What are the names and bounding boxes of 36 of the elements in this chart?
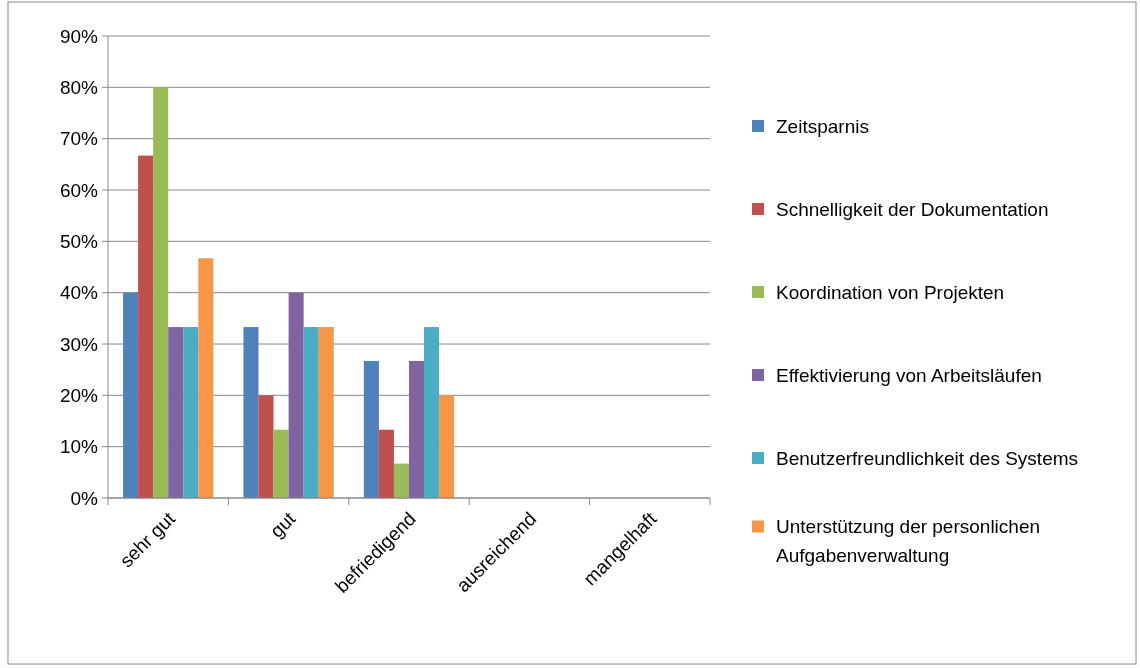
y-tick-label: 80% [59,76,99,98]
bar [318,327,334,498]
bar [363,360,379,498]
legend-label: Effektivierung von Arbeitsläufen [776,364,1042,386]
legend-label: Schnelligkeit der Dokumentation [776,198,1049,220]
y-tick-label: 60% [59,179,99,201]
y-tick-label: 20% [59,384,99,406]
bar [273,429,289,498]
legend-label: Unterstützung der personlichen Aufgabenverwaltung [776,516,1041,567]
y-tick-label: 90% [59,25,99,47]
bar [409,360,425,498]
legend-label: Benutzerfreundlichkeit des Systems [776,447,1079,469]
bar [183,327,199,498]
y-tick-label: 40% [59,282,99,304]
y-tick-label: 30% [59,333,99,355]
bar [439,395,455,498]
bar [168,327,184,498]
x-tick-label: gut [265,507,300,542]
bar [153,87,169,498]
y-tick-label: 10% [59,436,99,458]
bar [288,292,304,498]
bar [424,327,440,498]
bar [378,429,394,498]
bar [243,327,259,498]
y-tick-label: 50% [59,230,99,252]
legend-label: Koordination von Projekten [776,281,1005,303]
bar [393,463,409,498]
y-tick-label: 70% [59,128,99,150]
bar [303,327,319,498]
bar [258,395,274,498]
y-tick-label: 0% [70,487,99,509]
bar [138,155,154,498]
bar [123,292,139,498]
x-tick-label: sehr gut [115,507,180,572]
bar [198,258,214,498]
legend-label: Zeitsparnis [776,115,869,137]
